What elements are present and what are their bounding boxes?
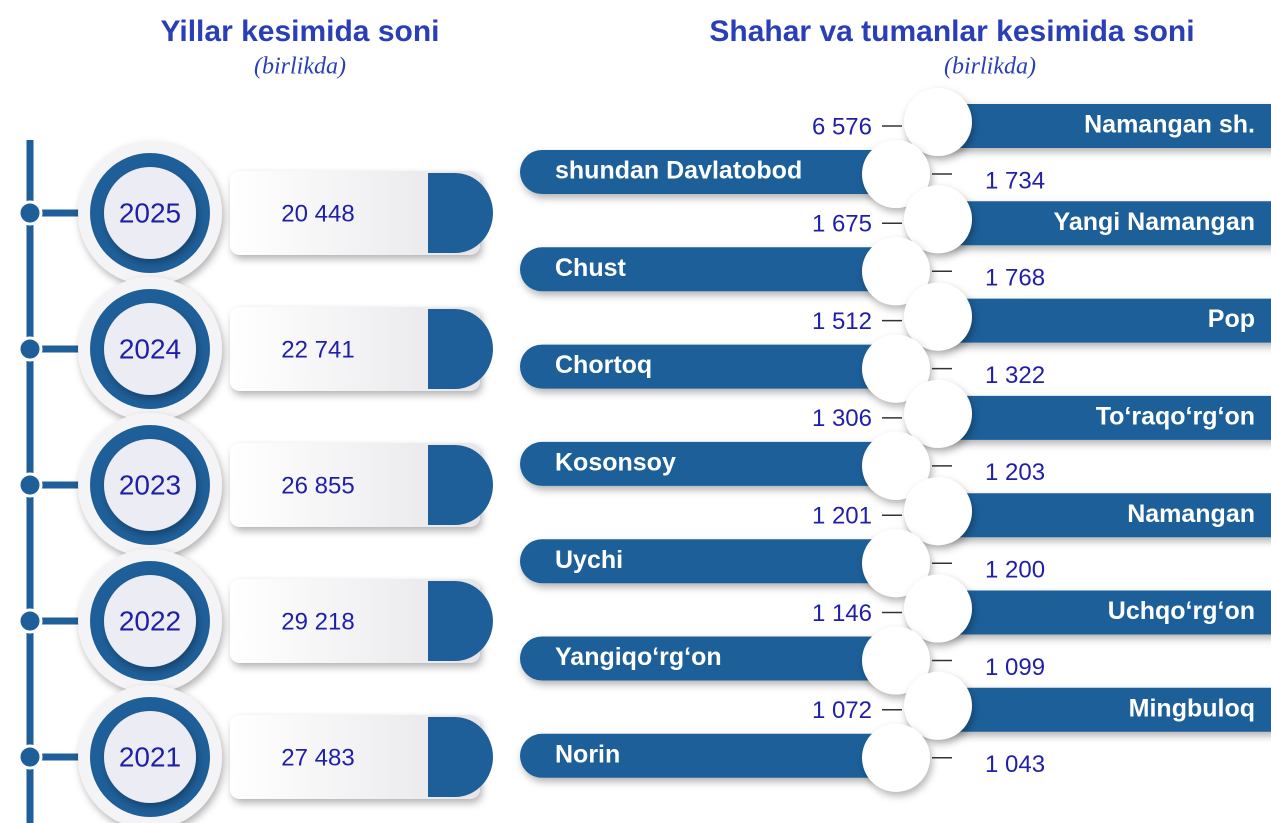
year-inner [104,303,196,395]
knob [904,477,972,546]
bar-label: Pop [1208,305,1255,333]
value: 1 768 [985,265,1045,292]
knob [862,626,930,695]
bar [520,539,900,584]
knob [904,185,972,254]
knob [904,671,972,740]
year-value: 20 448 [281,200,354,227]
knob [862,334,930,403]
knob [862,723,930,792]
value-card [230,579,480,663]
value: 1 072 [812,697,872,724]
knob [862,237,930,306]
value: 1 734 [985,167,1045,194]
dot [17,200,43,226]
value: 1 200 [985,557,1045,584]
bar-label: shundan Davlatobod [555,157,802,185]
value: 1 675 [812,211,872,238]
bar [910,395,1271,440]
bar-label: Mingbuloq [1129,694,1255,722]
bar [520,636,900,681]
year-value: 22 741 [281,336,354,363]
value-card [230,443,480,527]
value: 1 043 [985,751,1045,778]
bar [910,687,1271,732]
value: 1 146 [812,600,872,627]
bar [520,150,900,194]
value: 1 512 [812,308,872,335]
year-value: 27 483 [281,744,354,771]
bar [910,201,1271,246]
card-tab [428,173,493,253]
year: 2021 [119,741,181,772]
bar [910,590,1271,635]
bar-label: Kosonsoy [555,449,676,477]
knob [862,529,930,598]
knob [862,140,930,208]
knob [904,282,972,351]
value: 1 322 [985,362,1045,389]
knob [862,431,930,500]
left-subtitle: (birlikda) [254,54,346,80]
dot [17,744,43,770]
value: 6 576 [812,113,872,140]
bar [520,441,900,486]
value: 1 099 [985,654,1045,681]
bar [520,733,900,778]
year-value: 26 855 [281,472,354,499]
year-inner [104,575,196,667]
year: 2024 [119,333,181,364]
knob [904,379,972,448]
year-inner [104,439,196,531]
bar [910,298,1271,343]
year: 2023 [119,469,181,500]
value-card [230,715,480,799]
bar-label: Chortoq [555,351,652,379]
card-tab [428,445,493,525]
left-title: Yillar kesimida soni [160,15,439,48]
bar-label: Yangiqo‘rg‘on [555,643,722,671]
bar-label: Uychi [555,546,623,574]
value: 1 201 [812,503,872,530]
dot [17,336,43,362]
bar [910,104,1271,148]
knob [904,574,972,643]
value: 1 306 [812,405,872,432]
bar-label: Norin [555,740,620,768]
year-value: 29 218 [281,608,354,635]
dot [17,608,43,634]
value-card [230,307,480,391]
bar-label: Uchqo‘rg‘on [1108,597,1255,625]
card-tab [428,717,493,797]
year-inner [104,167,196,259]
bar [910,493,1271,538]
right-subtitle: (birlikda) [944,54,1036,80]
card-tab [428,581,493,661]
year: 2025 [119,197,181,228]
knob [904,88,972,156]
bar [520,344,900,389]
value: 1 203 [985,459,1045,486]
year-inner [104,711,196,803]
value-card [230,171,480,255]
bar-label: To‘raqo‘rg‘on [1096,403,1255,431]
year: 2022 [119,605,181,636]
dot [17,472,43,498]
bar-label: Namangan [1127,500,1255,528]
bar-label: Chust [555,254,627,282]
bar [520,247,900,292]
bar-label: Namangan sh. [1084,111,1255,139]
bar-label: Yangi Namangan [1054,208,1255,236]
right-title: Shahar va tumanlar kesimida soni [709,15,1194,48]
card-tab [428,309,493,389]
